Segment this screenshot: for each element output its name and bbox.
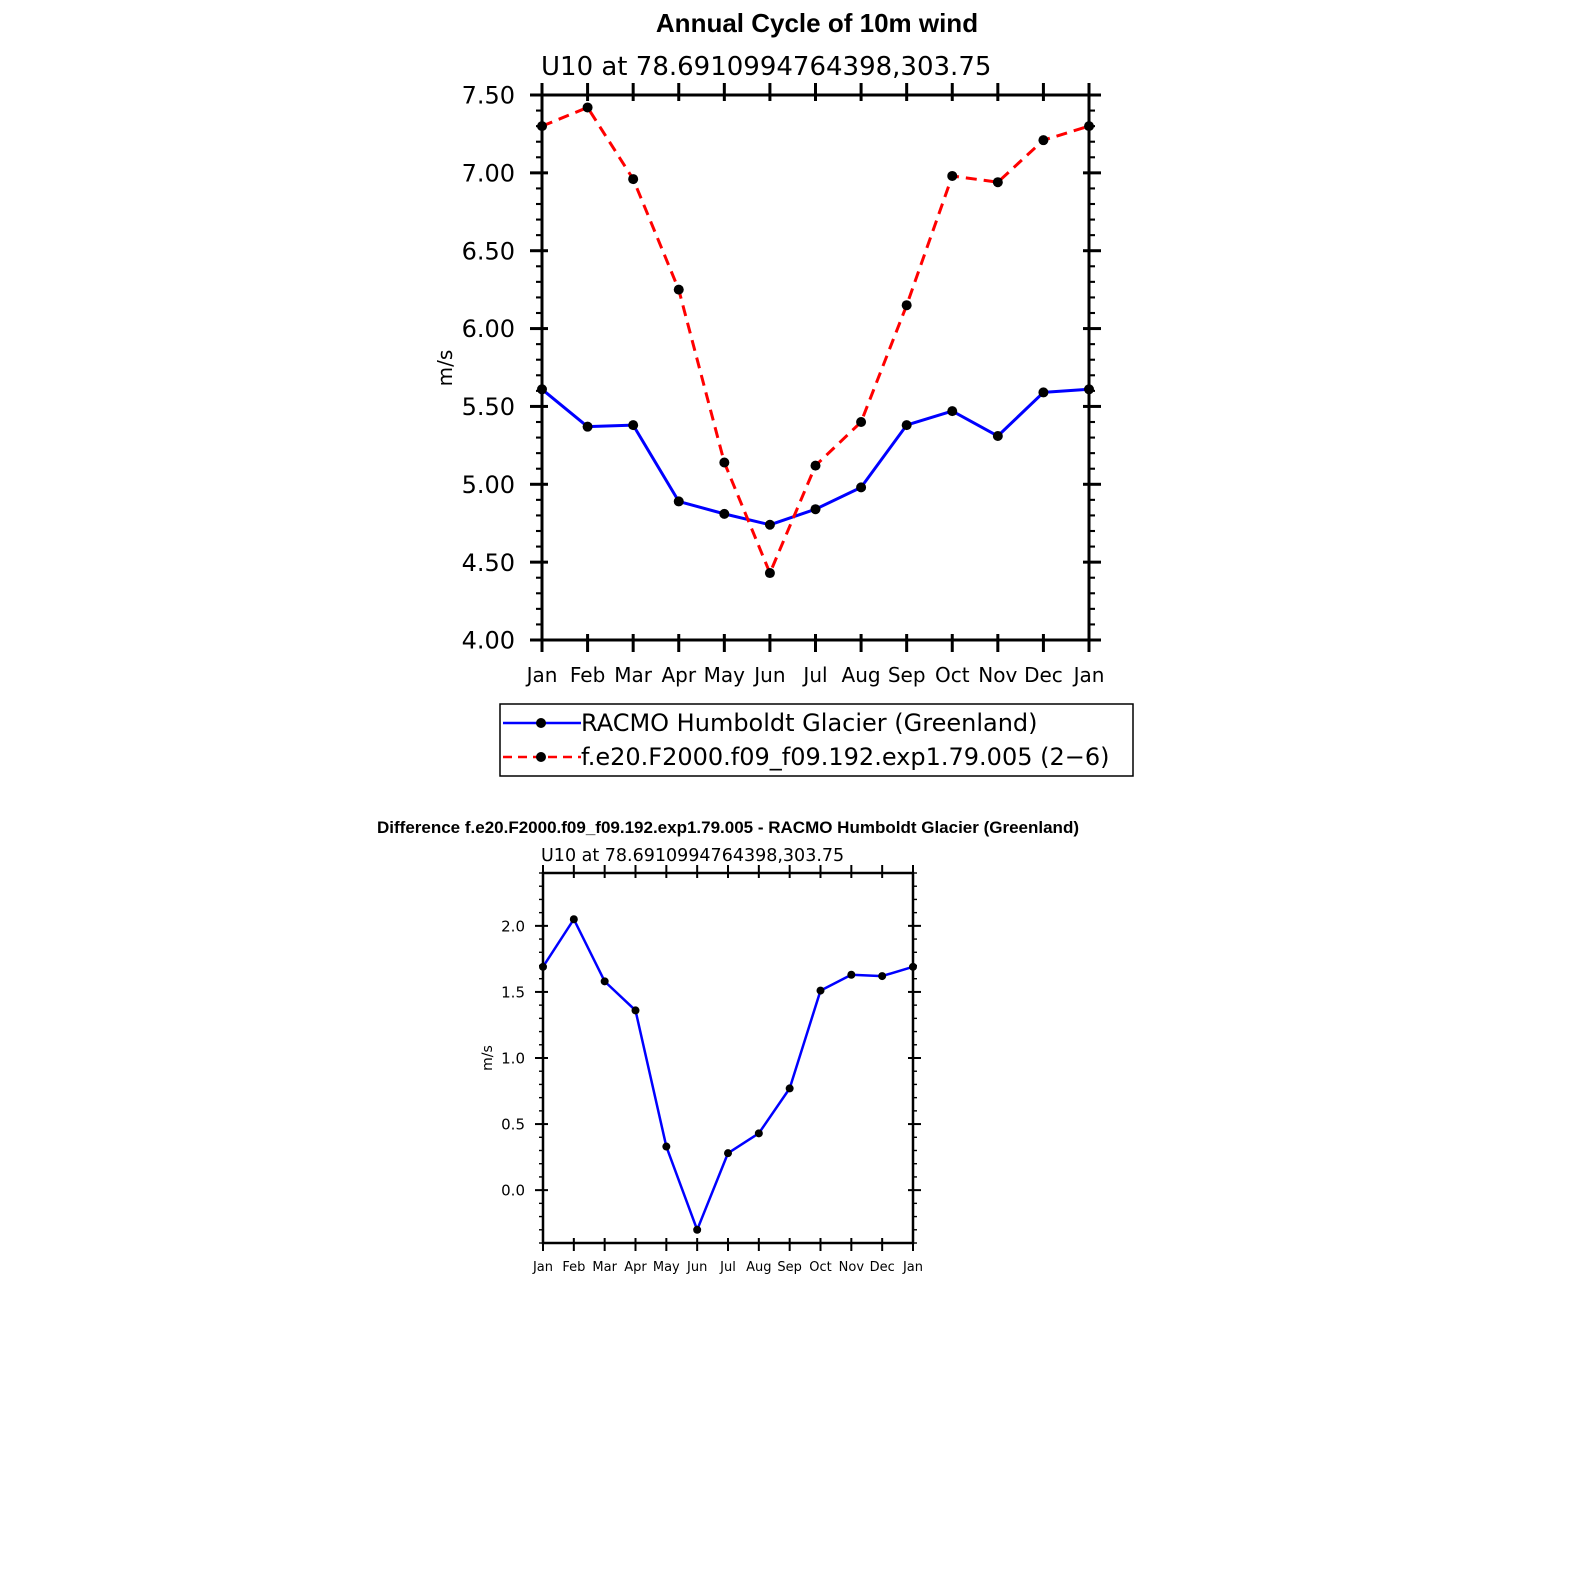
chart1-series-1-point	[992, 177, 1003, 188]
chart2-series-0-point	[754, 1129, 763, 1138]
chart2-series-0-point	[631, 1006, 640, 1015]
chart1-series-0-point	[764, 519, 775, 530]
chart2-series-0-point	[847, 970, 856, 979]
chart1-series-0-point	[719, 508, 730, 519]
chart1-ytick-label: 6.00	[462, 315, 515, 343]
chart2-ytick-label: 1.0	[501, 1049, 525, 1067]
chart1-ylabel: m/s	[433, 350, 457, 387]
chart2-xtick-label: Dec	[870, 1260, 895, 1275]
chart1-series-1-point	[764, 568, 775, 579]
chart2-series-0-point	[724, 1149, 732, 1158]
chart2-xtick-label: Feb	[562, 1260, 585, 1275]
chart1-xtick-label: Jun	[752, 663, 785, 687]
chart1-series-0-point	[673, 496, 684, 507]
chart1-series-1-point	[901, 300, 912, 311]
chart2-series-0-point	[569, 915, 578, 924]
chart2-ytick-label: 0.5	[501, 1115, 525, 1133]
chart1-series-1-point	[673, 284, 684, 295]
chart1-series-0-point	[537, 384, 547, 395]
chart1-series-0-point	[810, 504, 821, 515]
chart1-series-1-point	[719, 457, 730, 468]
chart1-ytick-label: 6.50	[462, 237, 515, 265]
chart2-xtick-label: Jul	[719, 1260, 736, 1275]
chart1-xtick-label: Oct	[935, 663, 970, 687]
chart1-series-1-point	[628, 174, 639, 185]
chart1-xtick-label: Jan	[1072, 663, 1105, 687]
chart2-xtick-label: Jan	[532, 1260, 553, 1275]
chart2-series-0-point	[600, 977, 609, 986]
chart2-xtick-label: Aug	[746, 1260, 771, 1275]
chart1-ytick-label: 4.50	[462, 549, 515, 577]
chart1-xtick-label: Aug	[842, 663, 881, 687]
chart1-series-1-point	[856, 417, 867, 427]
chart1-xtick-label: Jul	[801, 663, 827, 687]
chart1-series-0-point	[628, 420, 639, 431]
chart1-series-1-point	[1038, 135, 1049, 146]
chart1-series-1-point	[947, 170, 958, 181]
chart2-xtick-label: Oct	[809, 1260, 831, 1275]
chart1-xtick-label: Apr	[661, 663, 696, 687]
legend-label-model: f.e20.F2000.f09_f09.192.exp1.79.005 (2−6…	[581, 743, 1109, 771]
chart1-series-0-point	[1038, 387, 1049, 398]
chart2-series-0-point	[539, 962, 547, 971]
chart2-ytick-label: 0.0	[501, 1182, 525, 1200]
chart2-xtick-label: Apr	[624, 1260, 647, 1275]
chart1-ytick-label: 4.00	[462, 627, 515, 655]
chart2-series-0-point	[693, 1225, 702, 1234]
chart1-series-0-point	[1084, 384, 1094, 395]
chart1-xtick-label: Sep	[888, 663, 926, 687]
chart2-series-0-point	[816, 986, 825, 995]
chart1-legend: RACMO Humboldt Glacier (Greenland) f.e20…	[499, 703, 1134, 777]
chart2-xtick-label: Jan	[902, 1260, 923, 1275]
chart1-series-0-point	[856, 482, 867, 493]
difference-chart: Difference f.e20.F2000.f09_f09.192.exp1.…	[377, 818, 1079, 1275]
chart2-xtick-label: Mar	[592, 1260, 617, 1275]
chart1-series-1-point	[1084, 121, 1094, 132]
chart2-xtick-label: Jun	[686, 1260, 707, 1275]
chart1-series-1-point	[537, 121, 547, 132]
chart2-xtick-label: Nov	[839, 1260, 865, 1275]
chart1-series-0-point	[901, 420, 912, 431]
chart1-title: Annual Cycle of 10m wind	[656, 8, 978, 38]
chart2-subtitle: U10 at 78.6910994764398,303.75	[541, 846, 844, 866]
chart1-ytick-label: 5.50	[462, 393, 515, 421]
chart1-series-1-point	[582, 102, 593, 113]
legend-marker-racmo	[536, 718, 546, 728]
chart2-ylabel: m/s	[480, 1045, 496, 1071]
chart1-xtick-label: Jan	[525, 663, 558, 687]
chart2-series-0-point	[909, 962, 917, 971]
chart2-xtick-label: Sep	[777, 1260, 802, 1275]
chart1-xtick-label: Mar	[614, 663, 653, 687]
chart1-subtitle: U10 at 78.6910994764398,303.75	[541, 52, 991, 82]
chart1-series-0-point	[947, 406, 958, 417]
legend-label-racmo: RACMO Humboldt Glacier (Greenland)	[581, 709, 1038, 737]
chart2-series-0-point	[785, 1084, 794, 1093]
chart1-xtick-label: Nov	[978, 663, 1017, 687]
chart1-ytick-label: 7.00	[462, 159, 515, 187]
chart2-series-0-point	[878, 972, 887, 981]
chart2-title: Difference f.e20.F2000.f09_f09.192.exp1.…	[377, 818, 1079, 837]
chart2-ytick-label: 1.5	[501, 983, 525, 1001]
chart1-xtick-label: Feb	[570, 663, 605, 687]
legend-marker-model	[536, 752, 546, 762]
chart1-series-0-point	[582, 421, 593, 432]
legend-box	[499, 703, 1134, 777]
chart1-xtick-label: May	[704, 663, 746, 687]
annual-cycle-chart: Annual Cycle of 10m wind U10 at 78.69109…	[433, 8, 1104, 687]
chart1-ytick-label: 5.00	[462, 471, 515, 499]
chart1-ytick-label: 7.50	[462, 82, 515, 110]
chart2-series-0-point	[662, 1142, 671, 1151]
chart1-series-1-point	[810, 460, 821, 471]
chart1-series-0-point	[992, 431, 1003, 442]
chart2-xtick-label: May	[653, 1260, 680, 1275]
chart1-xtick-label: Dec	[1024, 663, 1063, 687]
chart2-ytick-label: 2.0	[501, 917, 525, 935]
